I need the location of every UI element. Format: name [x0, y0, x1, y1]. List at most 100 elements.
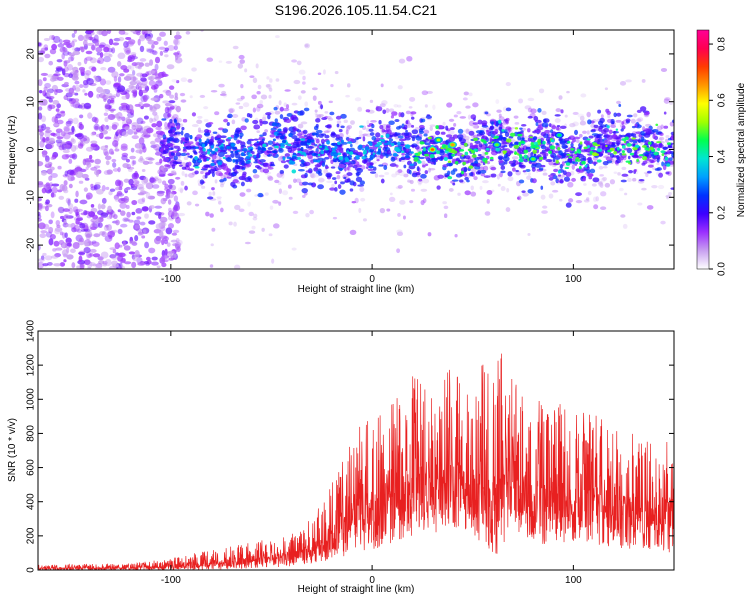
spectrogram-blob	[370, 119, 377, 123]
spectrogram-blob	[124, 261, 132, 265]
spectrogram-blob	[300, 174, 307, 179]
spectrogram-blob	[496, 109, 502, 113]
spectrogram-blob	[40, 47, 46, 55]
spectrogram-blob	[211, 150, 216, 155]
spectrogram-blob	[179, 188, 184, 194]
spectrogram-blob	[240, 1, 244, 6]
spectrogram-blob	[473, 148, 479, 152]
spectrogram-blob	[98, 125, 104, 132]
spectrogram-blob	[391, 173, 397, 178]
spectrogram-blob	[519, 164, 526, 169]
spectrogram-blob	[60, 131, 66, 137]
spectrogram-blob	[75, 190, 79, 198]
spectrogram-blob	[324, 148, 329, 151]
spectrogram-blob	[410, 151, 414, 154]
spectrogram-blob	[346, 172, 353, 177]
spectrogram-blob	[670, 134, 674, 140]
spectrogram-blob	[59, 184, 65, 192]
spectrogram-blob	[655, 123, 659, 127]
spectrogram-blob	[300, 121, 308, 125]
spectrogram-blob	[170, 125, 174, 129]
spectrogram-blob	[663, 111, 667, 115]
spectrogram-blob	[484, 211, 491, 216]
spectrogram-blob	[606, 110, 611, 115]
spectrogram-blob	[641, 162, 646, 166]
spectrogram-blob	[167, 137, 174, 141]
spectrogram-blob	[82, 89, 86, 93]
spectrogram-blob	[364, 146, 370, 151]
spectrogram-blob	[269, 164, 276, 167]
spectrogram-blob	[559, 179, 564, 184]
spectrogram-blob	[81, 173, 89, 179]
spectrogram-blob	[237, 63, 244, 69]
spectrogram-blob	[330, 133, 336, 136]
spectrogram-blob	[619, 152, 623, 156]
spectrogram-blob	[645, 111, 650, 115]
spectrogram-blob	[489, 125, 494, 129]
spectrogram-blob	[432, 104, 436, 110]
spectrogram-blob	[278, 201, 282, 206]
spectrogram-blob	[182, 148, 186, 152]
spectrogram-blob	[119, 202, 127, 209]
spectrogram-blob	[133, 219, 141, 226]
spectrogram-blob	[231, 292, 234, 295]
spectrogram-blob	[205, 172, 211, 176]
spectrogram-blob	[172, 161, 179, 165]
spectrogram-blob	[44, 255, 53, 261]
spectrogram-blob	[108, 38, 114, 46]
spectrogram-blob	[216, 196, 222, 199]
spectrogram-blob	[557, 170, 561, 174]
spectrogram-blob	[142, 145, 147, 153]
spectrogram-blob	[503, 144, 508, 148]
spectrogram-blob	[94, 125, 99, 130]
spectrogram-blob	[84, 72, 90, 80]
spectrogram-blob	[164, 146, 169, 150]
spectrogram-blob	[459, 116, 467, 119]
spectrogram-blob	[409, 200, 414, 204]
spectrogram-blob	[302, 75, 306, 81]
spectrogram-blob	[542, 140, 546, 145]
spectrogram-blob	[463, 91, 469, 96]
spectrogram-blob	[65, 41, 72, 48]
spectrogram-blob	[142, 103, 151, 108]
spectrogram-blob	[127, 168, 133, 172]
spectrogram-blob	[442, 121, 446, 127]
spectrogram-blob	[44, 205, 49, 212]
spectrogram-blob	[372, 152, 376, 155]
spectrogram-blob	[380, 135, 384, 138]
spectrogram-blob	[241, 148, 248, 152]
spectrogram-blob	[261, 138, 265, 142]
spectrogram-blob	[149, 59, 154, 66]
spectrogram-blob	[393, 104, 399, 108]
spectrogram-blob	[117, 228, 123, 235]
spectrogram-blob	[177, 155, 181, 161]
spectrogram-blob	[340, 181, 345, 185]
spectrogram-blob	[109, 247, 117, 251]
spectrogram-blob	[459, 148, 465, 152]
spectrogram-blob	[464, 155, 471, 160]
spectrogram-blob	[118, 180, 124, 188]
spectrogram-blob	[156, 191, 165, 197]
spectrogram-blob	[54, 253, 62, 258]
spectrogram-blob	[586, 157, 593, 161]
spectrogram-blob	[538, 88, 545, 94]
spectrogram-blob	[63, 125, 70, 132]
spectrogram-blob	[627, 155, 631, 160]
spectrogram-blob	[292, 127, 297, 132]
spectrogram-blob	[296, 60, 302, 66]
spectrogram-blob	[133, 223, 140, 231]
spectrogram-blob	[521, 137, 525, 141]
spectrogram-blob	[568, 156, 573, 159]
snr-y-label: SNR (10 * v/v)	[7, 418, 18, 482]
spectrogram-blob	[530, 152, 534, 157]
spectrogram-blob	[291, 102, 298, 106]
spectrogram-blob	[450, 170, 456, 176]
spectrogram-blob	[604, 139, 611, 144]
spectrogram-blob	[456, 111, 462, 115]
spectrogram-blob	[664, 156, 669, 161]
spectrogram-blob	[471, 154, 477, 158]
spectrogram-blob	[40, 224, 44, 230]
spectrogram-blob	[141, 89, 148, 94]
spectrogram-blob	[304, 43, 311, 49]
